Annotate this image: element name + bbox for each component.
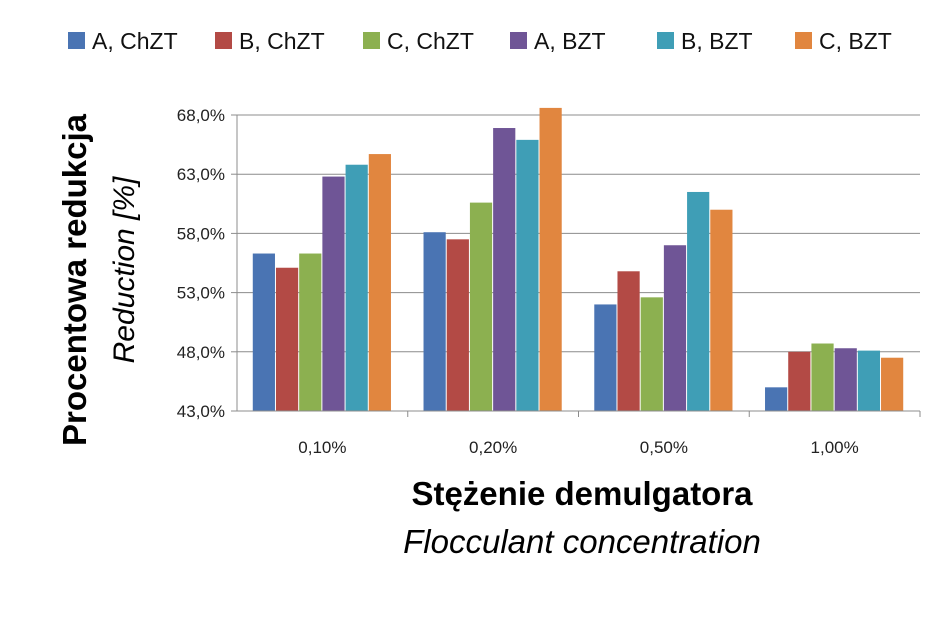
legend-swatch	[795, 32, 812, 49]
y-axis-ticks: 43,0% 48,0% 53,0% 58,0% 63,0% 68,0%	[177, 106, 225, 421]
legend-label: C, ChZT	[387, 28, 474, 54]
bar	[423, 232, 446, 411]
x-axis-subtitle: Flocculant concentration	[403, 523, 761, 560]
bar	[765, 387, 788, 411]
y-axis-subtitle: Reduction [%]	[108, 176, 141, 363]
x-axis-ticks: 0,10% 0,20% 0,50% 1,00%	[298, 438, 858, 457]
legend-swatch	[215, 32, 232, 49]
legend-label: A, ChZT	[92, 28, 178, 54]
x-tick-label: 0,10%	[298, 438, 346, 457]
bar	[687, 191, 710, 411]
bar	[640, 297, 663, 411]
x-tick-label: 0,50%	[640, 438, 688, 457]
bar	[322, 176, 345, 411]
bar	[594, 304, 617, 411]
legend-label: A, BZT	[534, 28, 606, 54]
bar	[275, 267, 299, 411]
bar	[299, 253, 322, 411]
x-tick-label: 0,20%	[469, 438, 517, 457]
y-tick-label: 68,0%	[177, 106, 225, 125]
y-tick-label: 48,0%	[177, 343, 225, 362]
bars	[252, 107, 904, 412]
bar	[539, 107, 562, 412]
bar	[881, 357, 904, 411]
bar	[617, 271, 640, 411]
bar	[788, 351, 811, 411]
axes	[236, 115, 921, 417]
bar	[493, 128, 516, 412]
legend-label: B, ChZT	[239, 28, 325, 54]
legend: A, ChZT B, ChZT C, ChZT A, BZT B, BZT C, BZT	[68, 28, 892, 54]
legend-swatch	[68, 32, 85, 49]
y-tick-label: 43,0%	[177, 402, 225, 421]
bar	[710, 209, 733, 411]
bar	[446, 239, 469, 411]
x-axis-title: Stężenie demulgatora	[411, 475, 753, 512]
legend-swatch	[510, 32, 527, 49]
bar	[834, 348, 857, 411]
bar	[368, 154, 391, 411]
bar	[252, 253, 275, 411]
bar	[857, 350, 881, 411]
legend-label: C, BZT	[819, 28, 892, 54]
bar	[811, 343, 834, 411]
y-axis-title: Procentowa redukcja	[56, 113, 93, 446]
bar	[469, 202, 493, 411]
bar	[516, 139, 539, 411]
y-tick-label: 58,0%	[177, 224, 225, 243]
y-tick-label: 53,0%	[177, 284, 225, 303]
x-tick-label: 1,00%	[811, 438, 859, 457]
bar	[345, 164, 368, 411]
bar	[663, 245, 687, 411]
legend-label: B, BZT	[681, 28, 753, 54]
y-tick-label: 63,0%	[177, 165, 225, 184]
legend-swatch	[363, 32, 380, 49]
legend-swatch	[657, 32, 674, 49]
